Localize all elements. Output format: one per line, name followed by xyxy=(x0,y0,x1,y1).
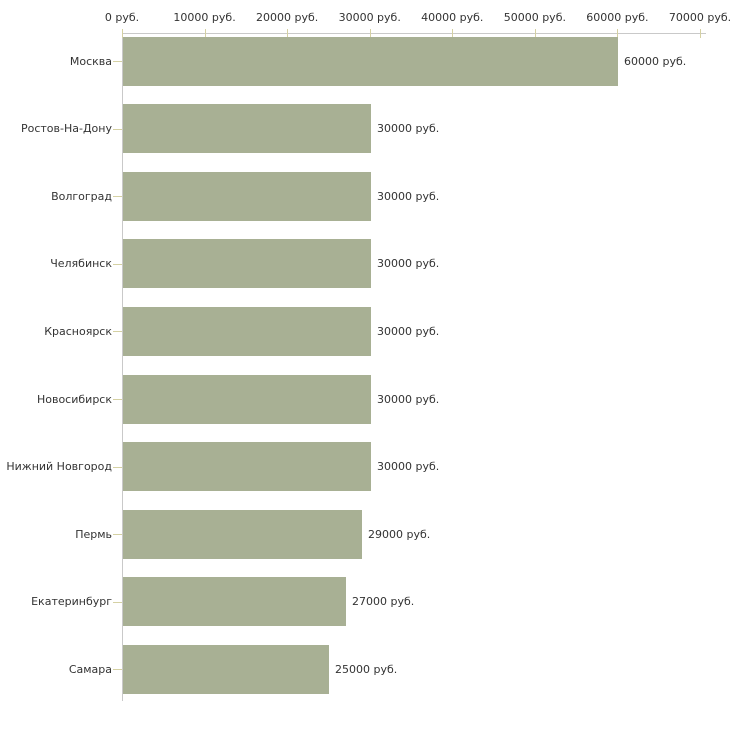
category-label: Ростов-На-Дону xyxy=(20,122,112,136)
category-tick-mark xyxy=(113,196,122,197)
x-tick-mark xyxy=(452,29,454,38)
category-tick-mark xyxy=(113,669,122,670)
x-tick-label: 50000 руб. xyxy=(503,11,566,24)
bar-2 xyxy=(123,104,371,154)
x-tick-label: 30000 руб. xyxy=(338,11,401,24)
value-label: 29000 руб. xyxy=(368,527,431,541)
value-label: 27000 руб. xyxy=(352,595,415,609)
value-label: 30000 руб. xyxy=(377,257,440,271)
bar-4 xyxy=(123,239,371,289)
category-tick-mark xyxy=(113,61,122,62)
bar-6 xyxy=(123,374,371,424)
x-tick-mark xyxy=(534,29,536,38)
x-tick-mark xyxy=(617,29,619,38)
x-tick-mark xyxy=(287,29,289,38)
value-label: 25000 руб. xyxy=(335,662,398,676)
x-tick-label: 20000 руб. xyxy=(256,11,319,24)
category-tick-mark xyxy=(113,264,122,265)
value-label: 30000 руб. xyxy=(377,324,440,338)
x-tick-label: 10000 руб. xyxy=(173,11,236,24)
category-tick-mark xyxy=(113,129,122,130)
category-tick-mark xyxy=(113,534,122,535)
category-label: Челябинск xyxy=(50,257,112,271)
x-tick-mark xyxy=(122,29,123,38)
y-axis-line xyxy=(122,33,123,701)
category-label: Самара xyxy=(68,662,112,676)
category-tick-mark xyxy=(113,399,122,400)
bar-8 xyxy=(123,509,362,559)
category-label: Москва xyxy=(69,54,112,68)
x-tick-label: 0 руб. xyxy=(104,11,140,24)
x-tick-mark xyxy=(700,29,701,38)
bar-9 xyxy=(123,577,346,627)
category-label: Красноярск xyxy=(44,324,112,338)
category-tick-mark xyxy=(113,467,122,468)
category-label: Новосибирск xyxy=(36,392,112,406)
bar-3 xyxy=(123,171,371,221)
category-label: Нижний Новгород xyxy=(6,460,112,474)
bar-5 xyxy=(123,306,371,356)
value-label: 30000 руб. xyxy=(377,122,440,136)
bar-1 xyxy=(123,36,618,86)
category-label: Волгоград xyxy=(51,189,112,203)
value-label: 30000 руб. xyxy=(377,189,440,203)
x-tick-mark xyxy=(369,29,371,38)
bar-10 xyxy=(123,644,329,694)
x-axis-line xyxy=(122,33,706,34)
bar-7 xyxy=(123,442,371,492)
value-label: 60000 руб. xyxy=(624,54,687,68)
x-tick-label: 40000 руб. xyxy=(421,11,484,24)
category-tick-mark xyxy=(113,331,122,332)
x-tick-label: 70000 руб. xyxy=(668,11,730,24)
x-tick-mark xyxy=(204,29,206,38)
category-label: Пермь xyxy=(75,527,112,541)
x-tick-label: 60000 руб. xyxy=(586,11,649,24)
category-label: Екатеринбург xyxy=(31,595,112,609)
value-label: 30000 руб. xyxy=(377,460,440,474)
category-tick-mark xyxy=(113,602,122,603)
value-label: 30000 руб. xyxy=(377,392,440,406)
